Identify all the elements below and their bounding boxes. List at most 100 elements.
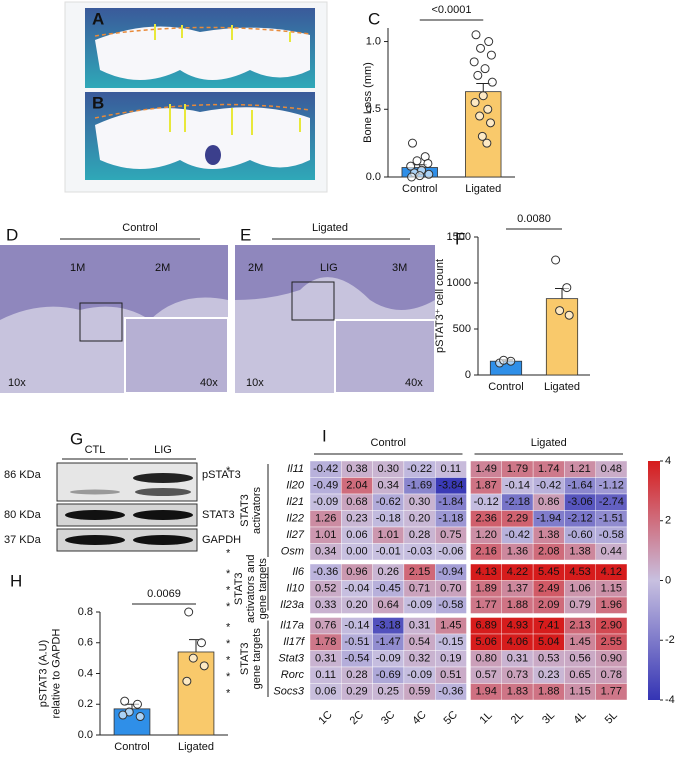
cell-label: 0.28 bbox=[346, 669, 367, 681]
heat-cell bbox=[595, 543, 628, 561]
cell-label: -0.54 bbox=[344, 653, 369, 665]
cell-label: 0.51 bbox=[440, 669, 461, 681]
y-tick-label: 500 bbox=[453, 323, 471, 335]
cell-label: 1.20 bbox=[475, 529, 496, 541]
cell-label: 0.70 bbox=[440, 583, 461, 595]
y-tick-label: 1000 bbox=[447, 277, 471, 289]
bar bbox=[177, 651, 215, 736]
cell-label: -1.51 bbox=[599, 513, 624, 525]
cell-label: -0.09 bbox=[313, 496, 338, 508]
cell-label: 0.56 bbox=[569, 653, 590, 665]
cell-label: 5.06 bbox=[475, 636, 496, 648]
data-point bbox=[188, 653, 198, 663]
data-point bbox=[551, 255, 561, 265]
lane-label: LIG bbox=[154, 444, 172, 456]
data-point bbox=[120, 696, 130, 706]
cell-label: -1.18 bbox=[438, 513, 463, 525]
row-group-label: STAT3 bbox=[233, 572, 245, 605]
cell-label: 2.29 bbox=[507, 513, 528, 525]
cell-label: 4.12 bbox=[601, 566, 622, 578]
row-group-label: STAT3 bbox=[239, 494, 251, 527]
cell-label: 0.26 bbox=[378, 566, 399, 578]
panel-letter: C bbox=[368, 9, 380, 28]
row-group-label: activators bbox=[251, 486, 263, 534]
image-label: 2M bbox=[155, 262, 170, 274]
cell-label: -0.22 bbox=[407, 463, 432, 475]
cell-label: 1.01 bbox=[378, 529, 399, 541]
cell-label: 4.22 bbox=[507, 566, 528, 578]
cell-label: -0.42 bbox=[505, 529, 530, 541]
y-tick-label: 0.4 bbox=[78, 667, 93, 679]
cell-label: 0.76 bbox=[315, 620, 336, 632]
data-point bbox=[196, 638, 206, 648]
y-tick-label: 0.2 bbox=[78, 698, 93, 710]
cell-label: 1.78 bbox=[315, 636, 336, 648]
western-blot bbox=[56, 458, 198, 552]
cell-label: 0.30 bbox=[409, 496, 430, 508]
heat-cell bbox=[435, 543, 467, 561]
cell-label: -2.74 bbox=[599, 496, 624, 508]
cell-label: -1.47 bbox=[376, 636, 401, 648]
row-flag: * bbox=[226, 601, 231, 613]
band-name: GAPDH bbox=[202, 534, 241, 546]
cell-label: -0.60 bbox=[568, 529, 593, 541]
cell-label: -0.58 bbox=[599, 529, 624, 541]
band-name: STAT3 bbox=[202, 509, 235, 521]
cell-label: 2.04 bbox=[346, 480, 367, 492]
x-tick-label: Control bbox=[488, 381, 523, 393]
data-point bbox=[484, 37, 494, 47]
cell-label: 1.79 bbox=[507, 463, 528, 475]
row-label: Il6 bbox=[292, 566, 305, 578]
data-point bbox=[487, 77, 497, 87]
cell-label: -0.01 bbox=[376, 546, 401, 558]
cell-label: 2.13 bbox=[569, 620, 590, 632]
data-point bbox=[470, 98, 480, 107]
data-point bbox=[407, 172, 417, 182]
cell-label: 0.11 bbox=[315, 669, 336, 681]
cell-label: 0.57 bbox=[475, 669, 496, 681]
band-size: 37 KDa bbox=[4, 534, 42, 546]
cell-label: 0.65 bbox=[569, 669, 590, 681]
data-point bbox=[482, 138, 492, 148]
data-point bbox=[564, 310, 574, 320]
cell-label: -3.06 bbox=[568, 496, 593, 508]
cell-label: -3.84 bbox=[438, 480, 463, 492]
x-tick-label: Ligated bbox=[544, 381, 580, 393]
y-tick-label: 0 bbox=[465, 369, 471, 381]
cell-label: 1.74 bbox=[538, 463, 559, 475]
cell-label: -0.42 bbox=[536, 480, 561, 492]
cell-label: 0.20 bbox=[346, 599, 367, 611]
data-point bbox=[562, 283, 572, 293]
cell-label: 0.75 bbox=[440, 529, 461, 541]
data-point bbox=[132, 699, 142, 709]
y-tick-label: 0.0 bbox=[366, 171, 381, 183]
cell-label: 0.25 bbox=[378, 686, 399, 698]
cell-label: 0.86 bbox=[538, 496, 559, 508]
cell-label: 0.52 bbox=[315, 583, 336, 595]
row-label: Il20 bbox=[286, 480, 305, 492]
cell-label: 1.77 bbox=[475, 599, 496, 611]
row-label: Il17f bbox=[283, 636, 305, 648]
cell-label: 1.15 bbox=[601, 583, 622, 595]
cell-label: 1.01 bbox=[315, 529, 336, 541]
cell-label: 1.88 bbox=[538, 686, 559, 698]
cell-label: 0.30 bbox=[378, 463, 399, 475]
y-axis-label: Bone Loss (mm) bbox=[362, 62, 374, 143]
heat-cell bbox=[595, 683, 628, 701]
cell-label: 1.38 bbox=[538, 529, 559, 541]
data-point bbox=[499, 355, 509, 365]
cell-label: 0.23 bbox=[346, 513, 367, 525]
row-flag: * bbox=[226, 585, 231, 597]
cell-label: 2.16 bbox=[475, 546, 496, 558]
column-label: 5C bbox=[442, 709, 460, 727]
colorbar-label: -4 bbox=[665, 694, 675, 706]
cell-label: 4.93 bbox=[507, 620, 528, 632]
row-label: Socs3 bbox=[273, 686, 304, 698]
data-point bbox=[480, 64, 490, 74]
cell-label: -0.62 bbox=[376, 496, 401, 508]
p-value: <0.0001 bbox=[431, 4, 471, 16]
row-flag: * bbox=[226, 688, 231, 700]
cell-label: -1.84 bbox=[438, 496, 463, 508]
row-group-label: activators and bbox=[245, 555, 257, 623]
